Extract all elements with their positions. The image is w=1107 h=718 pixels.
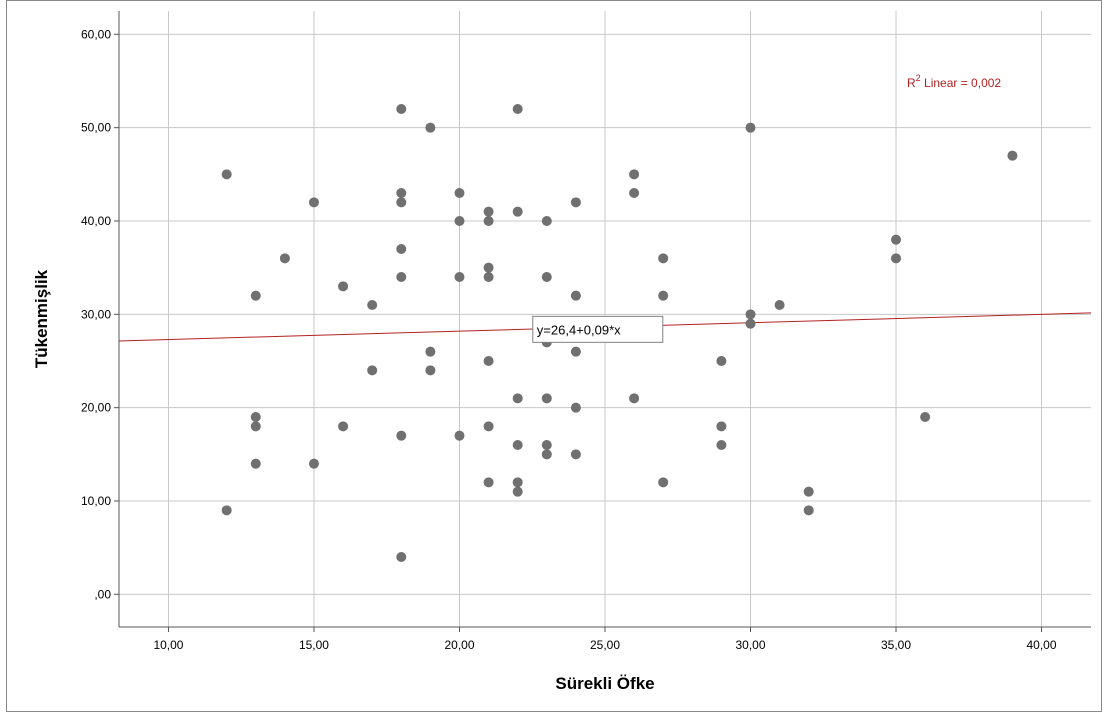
x-axis-title: Sürekli Öfke — [555, 674, 654, 693]
data-point — [570, 449, 581, 460]
data-point — [454, 272, 465, 282]
y-tick-label: 20,00 — [81, 401, 111, 415]
y-tick-label: 60,00 — [81, 27, 111, 41]
data-point — [454, 188, 465, 198]
y-tick-labels: ,00 10,00 20,00 30,00 40,00 50,00 60,00 — [81, 27, 111, 601]
data-point — [308, 458, 319, 469]
data-point — [541, 272, 552, 282]
data-point — [396, 552, 407, 562]
data-points — [221, 104, 1018, 562]
data-point — [483, 206, 494, 217]
x-tick-label: 40,00 — [1027, 638, 1057, 652]
x-tick-label: 25,00 — [590, 638, 620, 652]
x-tick-label: 30,00 — [735, 638, 765, 652]
data-point — [308, 197, 319, 208]
data-point — [541, 216, 552, 226]
data-point — [396, 272, 407, 282]
data-point — [338, 281, 349, 292]
data-point — [716, 421, 727, 432]
data-point — [920, 412, 931, 422]
data-point — [512, 440, 523, 450]
x-tick-label: 15,00 — [299, 638, 329, 652]
r2-label: R2 Linear = 0,002 — [907, 73, 1001, 90]
data-point — [512, 206, 523, 217]
data-point — [396, 197, 407, 208]
x-tick-labels: 10,00 15,00 20,00 25,00 30,00 35,00 40,00 — [153, 638, 1056, 652]
equation-label-box: y=26,4+0,09*x — [532, 315, 664, 343]
x-tick-label: 20,00 — [444, 638, 474, 652]
x-tick-label: 35,00 — [881, 638, 911, 652]
data-point — [512, 393, 523, 404]
data-point — [1007, 150, 1018, 161]
r2-prefix: R — [907, 76, 916, 90]
y-tick-label: ,00 — [94, 587, 111, 601]
data-point — [483, 216, 494, 226]
data-point — [658, 477, 669, 488]
data-point — [570, 346, 581, 357]
data-point — [338, 421, 349, 432]
data-point — [367, 300, 378, 310]
data-point — [541, 393, 552, 404]
data-point — [221, 505, 232, 516]
data-point — [891, 253, 902, 264]
data-point — [250, 290, 261, 301]
data-point — [396, 104, 407, 114]
grid-lines — [119, 11, 1091, 627]
data-point — [629, 188, 640, 198]
data-point — [716, 356, 727, 366]
y-tick-label: 50,00 — [81, 121, 111, 135]
data-point — [221, 169, 232, 180]
data-point — [716, 440, 727, 450]
data-point — [745, 309, 756, 320]
data-point — [454, 430, 465, 441]
data-point — [483, 356, 494, 366]
y-tick-label: 10,00 — [81, 494, 111, 508]
data-point — [803, 486, 814, 497]
data-point — [774, 300, 785, 310]
data-point — [367, 365, 378, 376]
y-tick-label: 40,00 — [81, 214, 111, 228]
data-point — [250, 421, 261, 432]
data-point — [570, 402, 581, 413]
data-point — [891, 234, 902, 245]
data-point — [512, 486, 523, 497]
data-point — [250, 412, 261, 422]
axes — [114, 11, 1091, 632]
data-point — [629, 169, 640, 180]
data-point — [658, 290, 669, 301]
data-point — [425, 346, 436, 357]
data-point — [454, 216, 465, 226]
chart-frame: 10,00 15,00 20,00 25,00 30,00 35,00 40,00 ,00 1… — [6, 0, 1102, 712]
data-point — [512, 477, 523, 488]
data-point — [803, 505, 814, 516]
data-point — [658, 253, 669, 264]
r2-text: Linear = 0,002 — [921, 76, 1002, 90]
x-tick-label: 10,00 — [153, 638, 183, 652]
equation-label: y=26,4+0,09*x — [537, 322, 621, 337]
data-point — [279, 253, 290, 264]
data-point — [483, 272, 494, 282]
data-point — [396, 188, 407, 198]
data-point — [629, 393, 640, 404]
data-point — [483, 477, 494, 488]
data-point — [396, 244, 407, 254]
data-point — [483, 262, 494, 273]
equation-label-background — [532, 315, 664, 343]
scatter-chart: 10,00 15,00 20,00 25,00 30,00 35,00 40,00 ,00 1… — [32, 11, 1092, 693]
data-point — [512, 104, 523, 114]
data-point — [745, 122, 756, 133]
data-point — [250, 458, 261, 469]
y-axis-title: Tükenmişlik — [32, 269, 51, 368]
data-point — [570, 290, 581, 301]
r2-superscript: 2 — [916, 73, 921, 83]
data-point — [396, 430, 407, 441]
data-point — [541, 449, 552, 460]
data-point — [745, 318, 756, 329]
data-point — [541, 440, 552, 450]
y-tick-label: 30,00 — [81, 307, 111, 321]
data-point — [425, 122, 436, 133]
data-point — [483, 421, 494, 432]
data-point — [425, 365, 436, 376]
data-point — [570, 197, 581, 208]
